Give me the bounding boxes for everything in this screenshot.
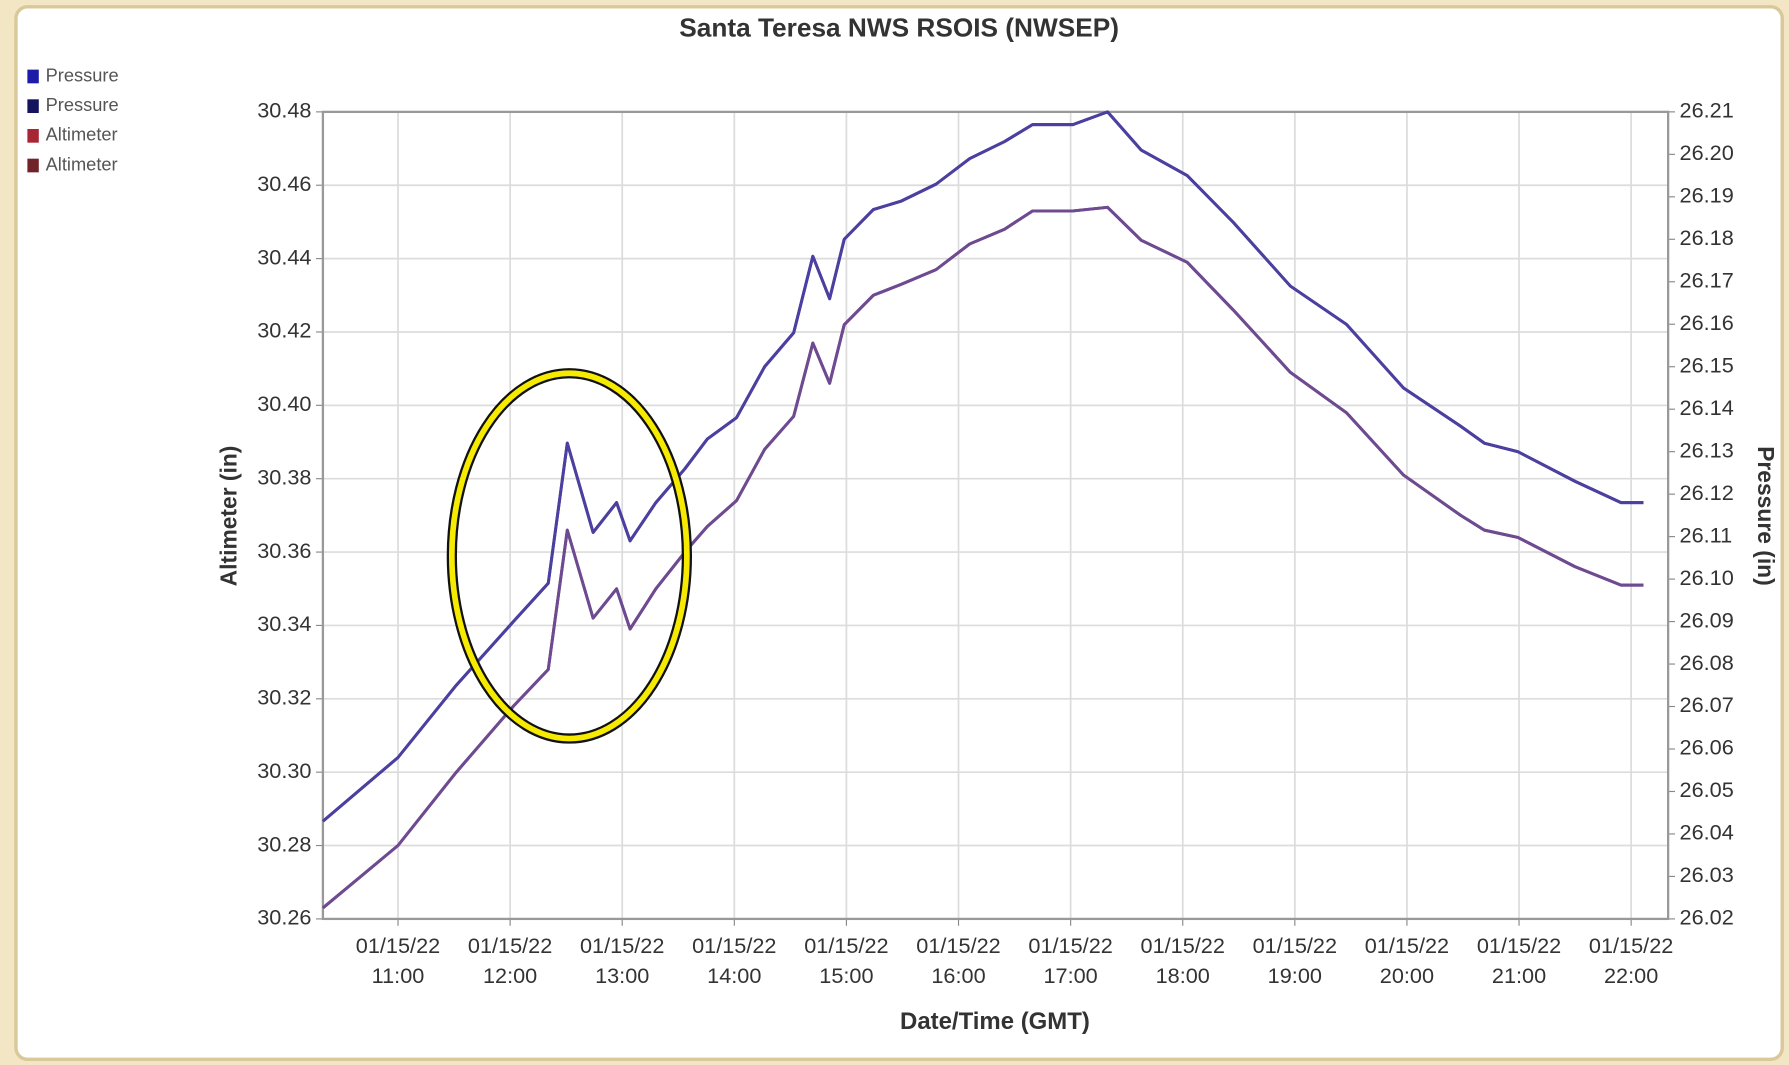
y-tick-label: 30.28 [257,831,311,856]
y2-tick-label: 26.10 [1680,565,1734,590]
panel [14,5,1784,1062]
y2-tick-label: 26.16 [1680,310,1734,335]
x-tick-label: 01/15/22 21:00 [1476,934,1562,989]
x-tick-label: 01/15/22 11:00 [355,934,441,989]
y2-tick-label: 26.21 [1680,98,1734,123]
chart-title: Santa Teresa NWS RSOIS (NWSEP) [679,13,1119,43]
y2-tick-label: 26.06 [1680,735,1734,760]
y-tick-label: 30.44 [257,244,311,269]
y-tick-label: 30.38 [257,464,311,489]
y2-tick-label: 26.03 [1680,862,1734,887]
legend-label: Altimeter [46,153,118,174]
y2-tick-label: 26.11 [1680,522,1733,547]
x-tick-label: 01/15/22 19:00 [1252,934,1338,989]
y2-tick-label: 26.17 [1680,268,1734,293]
legend-swatch [27,69,39,84]
x-tick-label: 01/15/22 18:00 [1140,934,1225,989]
y-tick-label: 30.34 [257,611,311,636]
y2-tick-label: 26.14 [1680,395,1734,420]
y2-tick-label: 26.15 [1680,352,1734,377]
plot-frame [321,110,1670,921]
y-tick-label: 30.26 [257,905,311,930]
y2-tick-label: 26.12 [1680,480,1734,505]
y2-tick-label: 26.05 [1680,777,1734,802]
y-tick-label: 30.36 [257,538,311,563]
y2-tick-label: 26.02 [1680,905,1734,930]
y-tick-label: 30.48 [257,98,311,123]
y-tick-label: 30.40 [257,391,311,416]
legend-swatch [27,158,39,173]
y2-tick-label: 26.13 [1680,437,1734,462]
x-tick-label: 01/15/22 14:00 [692,934,777,989]
legend-label: Pressure [46,64,119,85]
x-axis-label: Date/Time (GMT) [900,1008,1090,1035]
y2-axis-label: Pressure (in) [1753,446,1779,585]
y2-tick-label: 26.09 [1680,607,1734,632]
y-tick-label: 30.32 [257,685,311,710]
legend-label: Pressure [46,94,119,115]
series-line [321,110,1644,823]
x-tick-label: 01/15/22 15:00 [804,934,889,989]
y-tick-label: 30.42 [257,318,311,343]
y2-tick-label: 26.19 [1680,183,1734,208]
x-tick-label: 01/15/22 17:00 [1028,934,1113,989]
x-tick-label: 01/15/22 20:00 [1364,934,1450,989]
x-tick-label: 01/15/22 12:00 [467,934,553,989]
y2-tick-label: 26.07 [1680,692,1734,717]
y2-tick-label: 26.18 [1680,225,1734,250]
x-tick-label: 01/15/22 13:00 [580,934,665,989]
y2-tick-label: 26.04 [1680,820,1734,845]
highlight-ellipse-inner [448,370,690,742]
y2-tick-label: 26.20 [1680,140,1734,165]
legend-label: Altimeter [46,124,118,145]
x-tick-label: 01/15/22 22:00 [1588,934,1674,989]
x-tick-label: 01/15/22 16:00 [916,934,1001,989]
legend-swatch [27,99,39,114]
y2-tick-label: 26.08 [1680,650,1734,675]
y-axis-label: Altimeter (in) [216,446,242,587]
y-tick-label: 30.46 [257,171,311,196]
series-line [321,205,1644,910]
legend-swatch [27,128,39,143]
y-tick-label: 30.30 [257,758,311,783]
